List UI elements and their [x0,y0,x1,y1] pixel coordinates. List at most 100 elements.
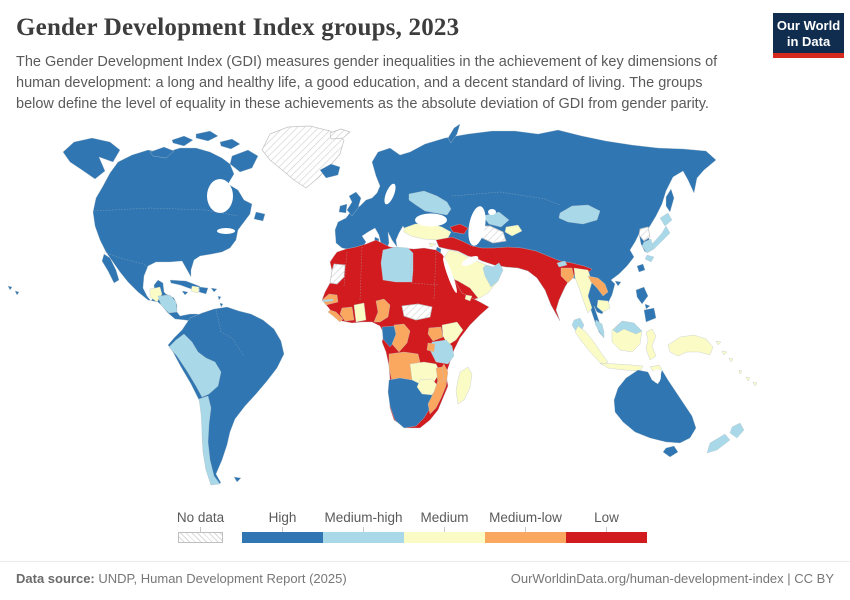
legend-tick [363,527,364,532]
caspian-sea [468,206,486,246]
legend-swatch-high [242,532,323,543]
region-south-sudan[interactable] [401,303,433,321]
map-legend: No data High Medium-high Medium Medium-l… [176,510,647,543]
page-title: Gender Development Index groups, 2023 [16,14,460,41]
region-bhutan[interactable] [556,260,568,268]
region-new-guinea[interactable] [667,334,714,357]
region-svalbard[interactable] [329,128,351,140]
region-novaya-zemlya[interactable] [447,123,461,144]
data-source-label: Data source: [16,571,95,586]
legend-no-data-label: No data [176,510,225,525]
gulf-of-carpentaria [653,369,661,383]
region-cameroon[interactable] [373,298,391,323]
legend-item-medium[interactable]: Medium [404,510,485,543]
region-sulawesi-indonesia[interactable] [645,328,657,361]
chart-footer: Data source: UNDP, Human Development Rep… [0,561,850,586]
region-japan[interactable] [644,212,673,263]
region-peru-bolivia[interactable] [168,333,222,398]
region-djibouti[interactable] [464,294,473,302]
legend-swatch-medium-low [485,532,566,543]
region-uganda[interactable] [427,326,444,342]
region-madagascar[interactable] [455,366,473,405]
region-dominican-republic[interactable] [198,286,209,295]
region-oman-uae[interactable] [482,262,504,288]
region-timor[interactable] [649,364,663,372]
region-congo[interactable] [391,323,411,353]
region-ghana-togo-benin[interactable] [353,302,367,323]
region-rwanda-burundi[interactable] [426,342,436,353]
credit-link[interactable]: OurWorldinData.org/human-development-ind… [510,571,834,586]
region-sierra-leone-liberia[interactable] [327,309,344,323]
black-sea [415,213,447,227]
legend-tick [444,527,445,532]
region-north-korea[interactable] [638,226,651,242]
region-laos[interactable] [587,275,609,297]
region-mongolia[interactable] [558,204,601,225]
region-kyrgyzstan-tajikistan[interactable] [504,224,523,237]
region-libya[interactable] [380,246,414,283]
owid-logo[interactable]: Our World in Data [773,13,844,59]
region-middle-east-south-asia[interactable] [435,236,593,322]
owid-logo-line2: in Data [786,33,831,49]
region-hawaii[interactable] [7,285,20,296]
region-haiti[interactable] [190,285,200,294]
region-newfoundland[interactable] [253,211,266,222]
region-bangladesh[interactable] [560,267,575,284]
legend-label: Medium-low [489,510,562,525]
legend-label: Medium [420,510,469,525]
region-caucasus[interactable] [449,223,469,235]
region-falkland-islands[interactable] [233,476,242,483]
region-tanzania[interactable] [429,339,455,365]
great-lakes [217,228,235,234]
region-great-britain[interactable] [346,191,362,217]
region-jamaica[interactable] [181,290,189,296]
region-ukraine-belarus[interactable] [408,190,452,216]
region-puerto-rico[interactable] [210,287,218,293]
country-borders [93,191,561,357]
region-sakhalin[interactable] [665,188,675,213]
region-melanesia-islands[interactable] [715,340,734,363]
region-hainan[interactable] [614,280,622,287]
region-uzbekistan[interactable] [482,211,510,228]
legend-label: High [268,510,297,525]
region-malawi[interactable] [435,366,445,384]
region-western-sahara[interactable] [329,263,346,285]
region-cote-divoire[interactable] [339,306,355,322]
region-malaysia-peninsula[interactable] [594,319,605,339]
region-south-america[interactable] [167,306,285,486]
region-zimbabwe[interactable] [416,378,439,396]
region-iceland[interactable] [319,163,341,179]
region-cambodia[interactable] [596,299,611,313]
region-chile[interactable] [198,395,221,486]
region-java-indonesia[interactable] [599,362,644,372]
legend-label: Medium-high [324,510,403,525]
region-taiwan[interactable] [636,263,646,273]
region-new-zealand[interactable] [706,422,745,454]
legend-item-medium-high[interactable]: Medium-high [323,510,404,543]
region-fiji-pacific[interactable] [738,369,758,387]
legend-tick [525,527,526,532]
legend-item-high[interactable]: High [242,510,323,543]
region-canadian-arctic-islands[interactable] [149,130,259,173]
legend-item-medium-low[interactable]: Medium-low [485,510,566,543]
region-philippines[interactable] [635,286,657,323]
region-kenya[interactable] [441,321,464,346]
region-south-korea[interactable] [641,238,654,254]
legend-item-low[interactable]: Low [566,510,647,543]
region-myanmar[interactable] [573,267,593,314]
legend-swatch-medium-high [323,532,404,543]
region-tasmania[interactable] [662,445,679,458]
region-borneo-malaysia[interactable] [612,320,643,335]
region-ireland[interactable] [338,203,348,214]
region-cyprus[interactable] [428,242,437,248]
region-lesser-antilles[interactable] [217,295,224,308]
region-honduras-nicaragua[interactable] [157,294,178,314]
region-australia[interactable] [613,369,697,444]
region-baja-california[interactable] [101,253,120,284]
region-gambia[interactable] [322,298,334,303]
legend-swatch-medium [404,532,485,543]
legend-no-data[interactable]: No data [176,510,225,543]
region-alaska[interactable] [62,137,121,180]
